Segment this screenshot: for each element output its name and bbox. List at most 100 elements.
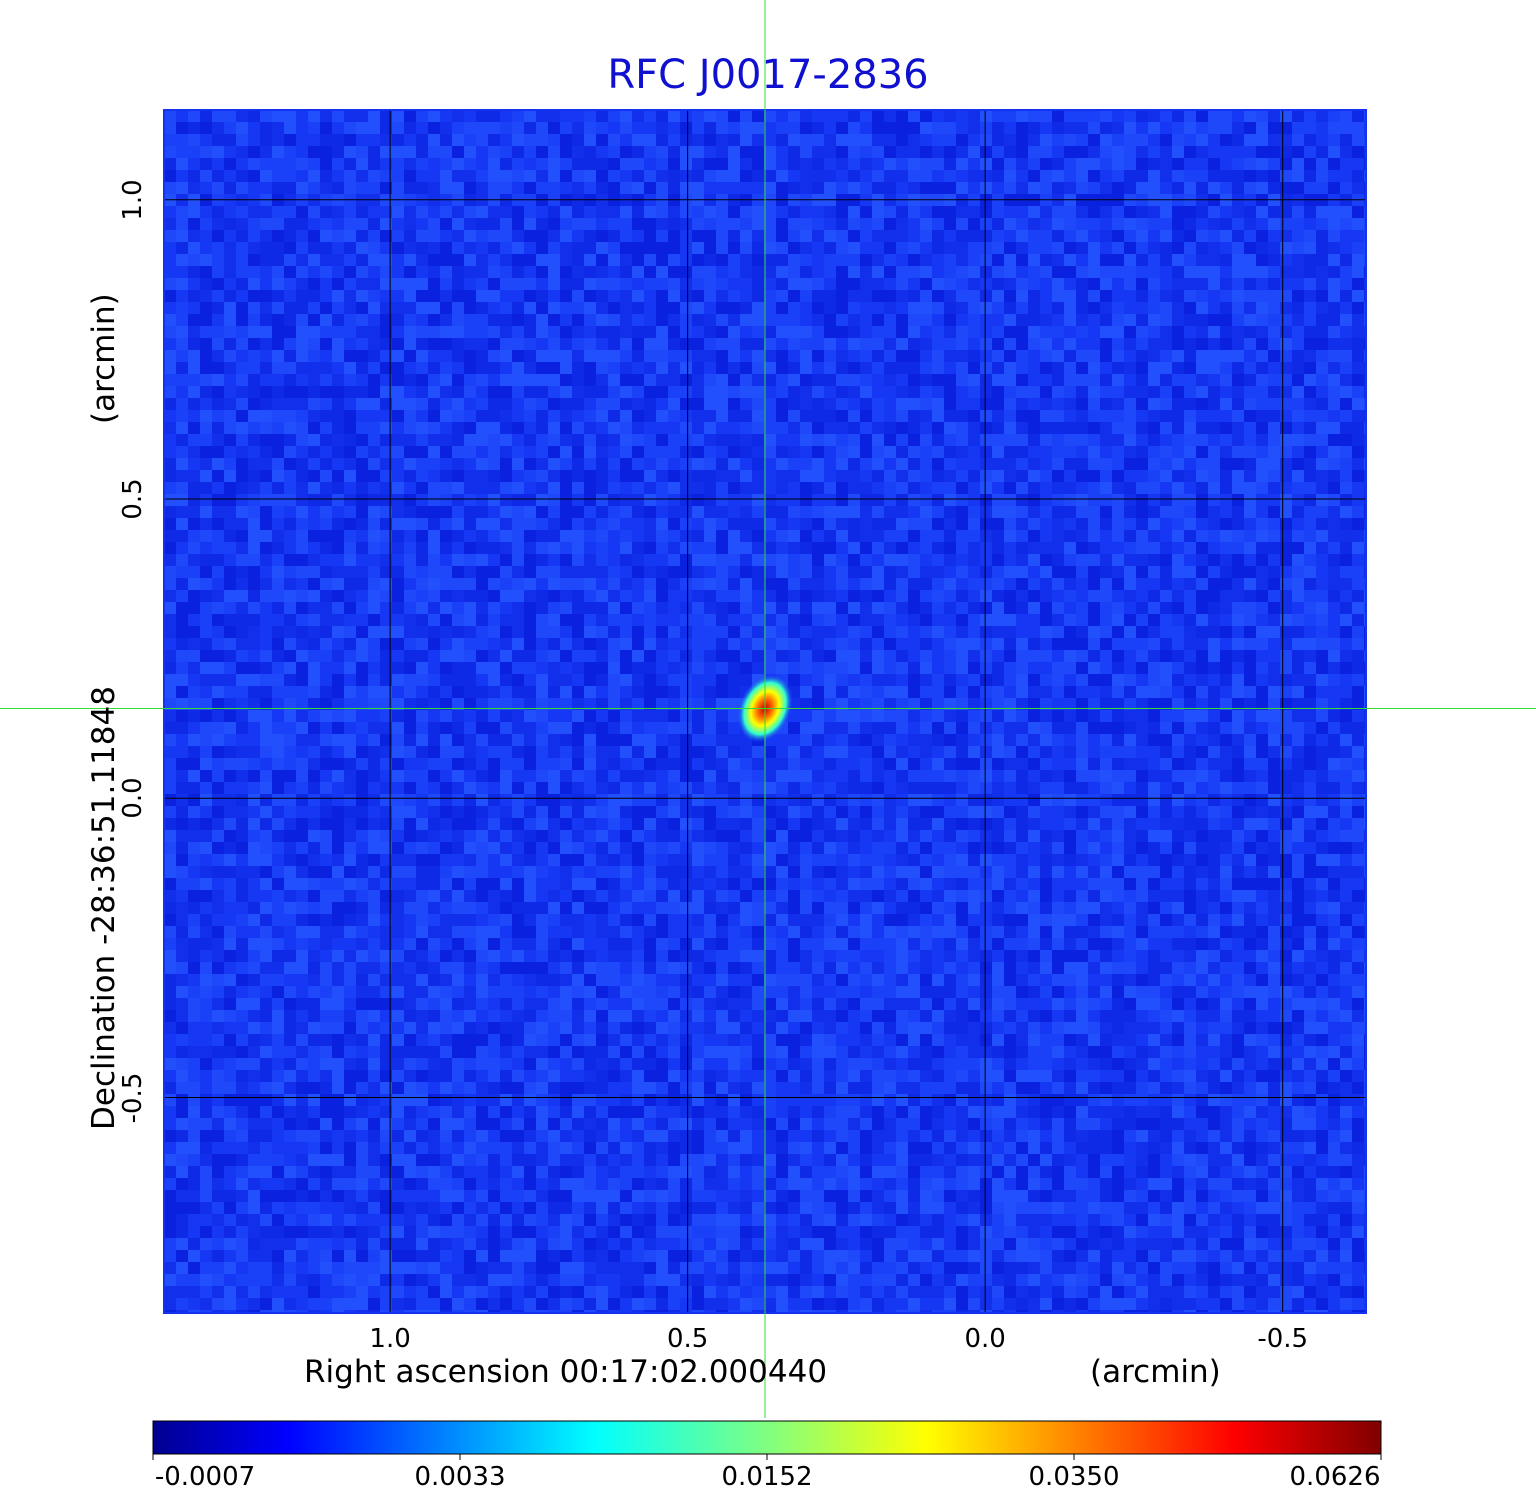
heatmap-cell [1328,554,1340,566]
heatmap-cell [1316,686,1328,698]
heatmap-cell [440,374,452,386]
heatmap-cell [356,362,368,374]
heatmap-cell [908,326,920,338]
heatmap-cell [824,386,836,398]
heatmap-cell [980,290,992,302]
heatmap-cell [236,350,248,362]
heatmap-cell [728,686,740,698]
heatmap-cell [1148,446,1160,458]
heatmap-cell [356,518,368,530]
heatmap-cell [1280,602,1292,614]
heatmap-cell [1076,290,1088,302]
heatmap-cell [1088,494,1100,506]
heatmap-cell [776,470,788,482]
heatmap-cell [548,650,560,662]
heatmap-cell [968,614,980,626]
heatmap-cell [752,362,764,374]
heatmap-cell [1160,218,1172,230]
heatmap-cell [704,662,716,674]
heatmap-cell [932,422,944,434]
heatmap-cell [1340,242,1352,254]
heatmap-cell [776,458,788,470]
heatmap-cell [980,554,992,566]
heatmap-cell [716,650,728,662]
heatmap-cell [1316,314,1328,326]
heatmap-cell [1316,470,1328,482]
heatmap-cell [1244,290,1256,302]
heatmap-cell [1292,434,1304,446]
heatmap-cell [392,530,404,542]
heatmap-cell [1220,170,1232,182]
heatmap-cell [620,122,632,134]
heatmap-cell [548,434,560,446]
heatmap-cell [1172,170,1184,182]
heatmap-cell [368,626,380,638]
heatmap-cell [1052,122,1064,134]
heatmap-cell [1052,398,1064,410]
heatmap-cell [824,110,836,122]
heatmap-cell [632,686,644,698]
heatmap-cell [1088,170,1100,182]
heatmap-cell [728,458,740,470]
heatmap-cell [260,494,272,506]
heatmap-cell [1220,410,1232,422]
heatmap-cell [680,614,692,626]
heatmap-cell [1304,494,1316,506]
heatmap-cell [332,386,344,398]
heatmap-cell [308,578,320,590]
heatmap-cell [548,122,560,134]
heatmap-cell [500,482,512,494]
heatmap-cell [944,290,956,302]
heatmap-cell [1352,158,1364,170]
heatmap-cell [944,626,956,638]
heatmap-cell [1040,434,1052,446]
heatmap-cell [884,554,896,566]
heatmap-cell [1352,278,1364,290]
heatmap-cell [920,314,932,326]
heatmap-cell [1220,134,1232,146]
heatmap-cell [1352,638,1364,650]
heatmap-cell [1100,650,1112,662]
heatmap-cell [1088,566,1100,578]
heatmap-cell [512,206,524,218]
heatmap-cell [860,206,872,218]
heatmap-cell [920,170,932,182]
heatmap-cell [668,554,680,566]
heatmap-cell [872,218,884,230]
heatmap-cell [944,638,956,650]
heatmap-cell [476,290,488,302]
heatmap-cell [1172,602,1184,614]
heatmap-cell [944,482,956,494]
heatmap-cell [704,170,716,182]
heatmap-cell [788,182,800,194]
heatmap-cell [440,314,452,326]
heatmap-cell [296,614,308,626]
heatmap-cell [1160,602,1172,614]
heatmap-cell [716,566,728,578]
heatmap-cell [1136,278,1148,290]
heatmap-cell [284,590,296,602]
heatmap-cell [1160,146,1172,158]
heatmap-cell [1220,602,1232,614]
heatmap-cell [980,338,992,350]
heatmap-cell [284,422,296,434]
heatmap-cell [1196,158,1208,170]
heatmap-cell [176,482,188,494]
heatmap-cell [1064,662,1076,674]
heatmap-cell [1280,278,1292,290]
heatmap-cell [632,350,644,362]
heatmap-cell [248,446,260,458]
heatmap-cell [584,446,596,458]
heatmap-cell [692,266,704,278]
heatmap-cell [536,674,548,686]
heatmap-cell [248,218,260,230]
heatmap-cell [1292,122,1304,134]
heatmap-cell [212,482,224,494]
heatmap-cell [512,158,524,170]
heatmap-cell [1148,434,1160,446]
heatmap-cell [776,302,788,314]
heatmap-cell [992,410,1004,422]
heatmap-cell [644,530,656,542]
heatmap-cell [488,674,500,686]
heatmap-cell [956,434,968,446]
